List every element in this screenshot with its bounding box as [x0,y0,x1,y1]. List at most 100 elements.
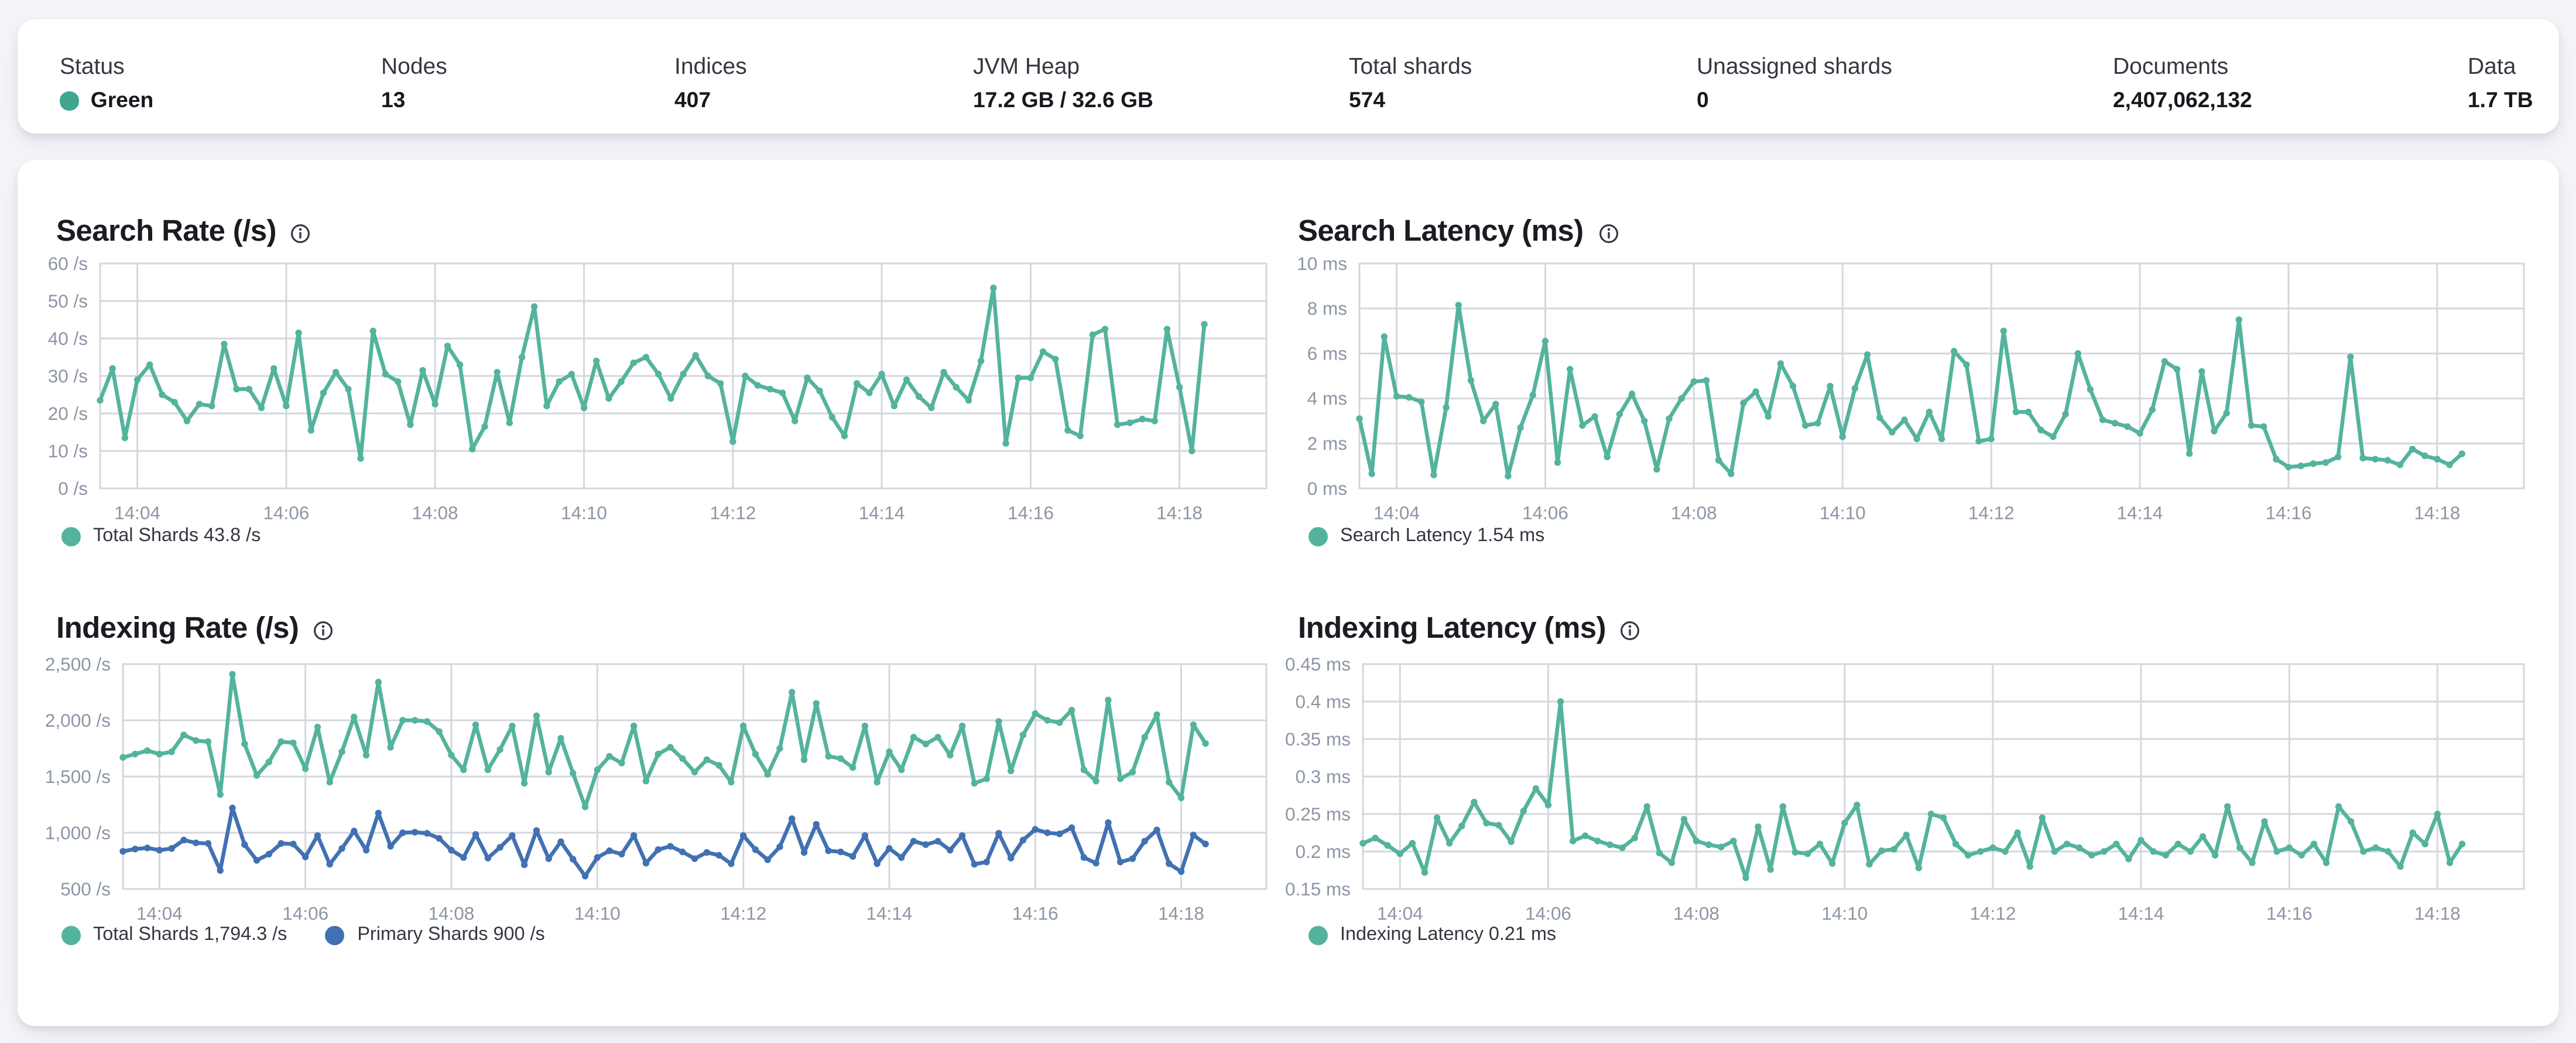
legend-item: Total Shards 43.8 /s [61,525,261,548]
svg-text:8 ms: 8 ms [1307,298,1347,319]
svg-text:2,000 /s: 2,000 /s [45,710,111,731]
stat-value: 407 [674,88,711,112]
legend-dot [1308,926,1328,945]
svg-text:14:14: 14:14 [866,903,912,924]
svg-text:14:08: 14:08 [412,502,458,524]
stat-label: Status [60,53,125,79]
indexing-rate-legend: Total Shards 1,794.3 /s Primary Shards 9… [61,924,545,947]
svg-text:0.15 ms: 0.15 ms [1285,878,1351,900]
svg-text:0.2 ms: 0.2 ms [1295,841,1351,862]
stat-label: JVM Heap [973,53,1080,79]
cluster-stats-panel: Status Green Nodes 13 Indices 407 JVM He… [18,19,2559,134]
svg-text:4 ms: 4 ms [1307,388,1347,409]
svg-text:14:18: 14:18 [1156,502,1203,524]
stat-value: Green [90,88,154,112]
indexing-latency-chart[interactable]: 14:04 14:06 14:08 14:10 14:12 14:14 14:16 14:18… [1275,654,2533,931]
info-icon[interactable] [313,620,334,641]
charts-panel: Search Rate (/s) 14:04 14:06 14:08 14:10 14:… [18,160,2559,1025]
chart-title-indexing-rate: Indexing Rate (/s) [56,610,334,647]
legend-dot [326,926,345,945]
svg-text:14:10: 14:10 [561,502,607,524]
svg-text:14:04: 14:04 [114,502,160,524]
stat-label: Documents [2113,53,2229,79]
legend-item: Search Latency 1.54 ms [1308,525,1544,548]
chart-title-text: Search Latency (ms) [1298,214,1584,248]
chart-title-text: Search Rate (/s) [56,214,276,248]
svg-text:500 /s: 500 /s [60,878,111,900]
indexing-rate-chart[interactable]: 14:04 14:06 14:08 14:10 14:12 14:14 14:16 14:18… [18,654,1275,931]
svg-text:0.3 ms: 0.3 ms [1295,766,1351,787]
svg-text:14:04: 14:04 [1377,903,1423,924]
svg-text:14:10: 14:10 [1821,903,1868,924]
stat-value: 574 [1349,88,1386,112]
search-rate-legend: Total Shards 43.8 /s [61,525,261,548]
stat-value: 1.7 TB [2468,88,2533,112]
chart-title-search-rate: Search Rate (/s) [56,213,311,249]
stat-indices: Indices 407 [674,53,747,114]
legend-label: Total Shards 1,794.3 /s [93,924,287,945]
stat-value: 17.2 GB / 32.6 GB [973,88,1153,112]
svg-text:14:10: 14:10 [574,903,621,924]
stat-value: 0 [1697,88,1709,112]
svg-text:1,000 /s: 1,000 /s [45,822,111,843]
chart-title-text: Indexing Rate (/s) [56,611,299,645]
svg-text:0.45 ms: 0.45 ms [1285,654,1351,675]
svg-text:14:14: 14:14 [2118,903,2164,924]
chart-title-search-latency: Search Latency (ms) [1298,213,1619,249]
svg-text:14:08: 14:08 [1671,502,1717,524]
search-latency-chart[interactable]: 14:04 14:06 14:08 14:10 14:12 14:14 14:16 14:18… [1275,253,2533,531]
svg-text:40 /s: 40 /s [48,328,88,349]
stat-documents: Documents 2,407,062,132 [2113,53,2252,114]
legend-label: Indexing Latency 0.21 ms [1340,924,1557,945]
health-status-dot [60,91,78,111]
stat-value: 2,407,062,132 [2113,88,2252,112]
svg-text:0.25 ms: 0.25 ms [1285,803,1351,825]
stat-label: Indices [674,53,747,79]
stat-label: Unassigned shards [1697,53,1892,79]
legend-label: Total Shards 43.8 /s [93,525,261,546]
stat-total-shards: Total shards 574 [1349,53,1472,114]
svg-text:1,500 /s: 1,500 /s [45,766,111,787]
svg-text:14:12: 14:12 [1968,502,2015,524]
svg-text:2 ms: 2 ms [1307,433,1347,454]
svg-text:10 /s: 10 /s [48,440,88,461]
svg-text:10 ms: 10 ms [1297,253,1347,274]
svg-text:14:06: 14:06 [263,502,309,524]
svg-text:6 ms: 6 ms [1307,343,1347,364]
svg-text:30 /s: 30 /s [48,365,88,387]
svg-text:14:06: 14:06 [282,903,328,924]
svg-text:14:16: 14:16 [1008,502,1054,524]
svg-text:2,500 /s: 2,500 /s [45,654,111,675]
svg-text:50 /s: 50 /s [48,290,88,312]
search-latency-legend: Search Latency 1.54 ms [1308,525,1544,548]
stat-label: Nodes [381,53,447,79]
info-icon[interactable] [1620,620,1641,641]
svg-text:14:10: 14:10 [1820,502,1866,524]
legend-dot [1308,527,1328,546]
svg-text:14:14: 14:14 [2117,502,2163,524]
svg-text:14:04: 14:04 [136,903,183,924]
chart-title-indexing-latency: Indexing Latency (ms) [1298,610,1641,647]
svg-text:14:16: 14:16 [2266,903,2313,924]
info-icon[interactable] [1598,223,1619,244]
stat-nodes: Nodes 13 [381,53,447,114]
legend-item: Total Shards 1,794.3 /s [61,924,287,947]
stat-status: Status Green [60,53,153,114]
legend-item: Indexing Latency 0.21 ms [1308,924,1556,947]
legend-dot [61,527,81,546]
svg-text:14:18: 14:18 [2414,903,2461,924]
legend-dot [61,926,81,945]
svg-text:14:08: 14:08 [1673,903,1719,924]
stat-jvm-heap: JVM Heap 17.2 GB / 32.6 GB [973,53,1153,114]
stat-value: 13 [381,88,406,112]
svg-text:14:18: 14:18 [2414,502,2460,524]
search-rate-chart[interactable]: 14:04 14:06 14:08 14:10 14:12 14:14 14:16 14:18… [18,253,1275,531]
svg-text:20 /s: 20 /s [48,403,88,424]
svg-text:14:12: 14:12 [1970,903,2016,924]
svg-text:14:14: 14:14 [859,502,905,524]
chart-title-text: Indexing Latency (ms) [1298,611,1606,645]
svg-text:0 /s: 0 /s [58,478,88,499]
info-icon[interactable] [290,223,311,244]
svg-text:14:16: 14:16 [1012,903,1059,924]
